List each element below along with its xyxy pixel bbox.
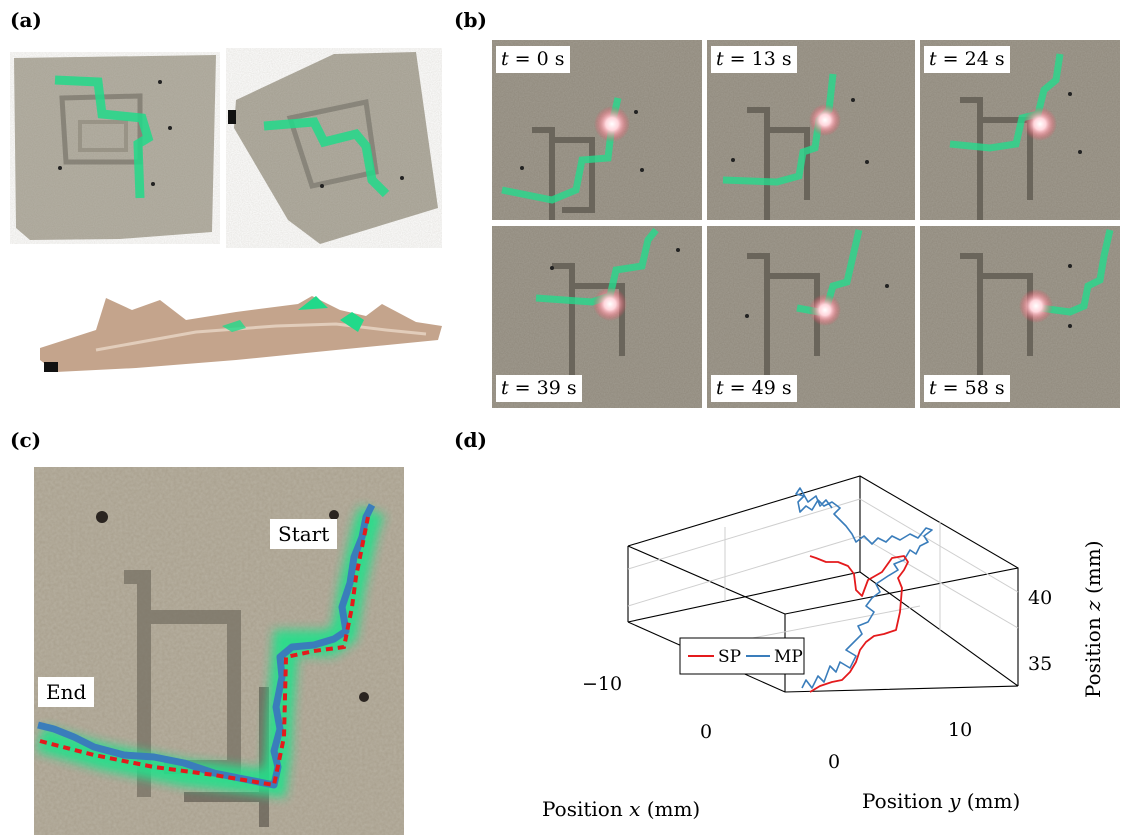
frame-3-time: t = 24 s [924, 46, 1010, 73]
z-tick-35: 35 [1028, 653, 1052, 675]
video-frame-4: t = 39 s [492, 226, 702, 408]
point-cloud-oblique-view [226, 48, 442, 248]
x-axis-label: Position x (mm) [542, 797, 700, 821]
end-label: End [38, 677, 95, 707]
panel-b-label: (b) [454, 8, 487, 32]
start-label: Start [270, 519, 338, 549]
y-tick-0: 0 [828, 751, 840, 773]
panel-d-label: (d) [454, 428, 487, 452]
trajectory-3d-plot: SP MP −10 0 0 10 40 35 Position x (mm) P… [542, 475, 1105, 821]
x-tick-0: 0 [700, 721, 712, 743]
video-frame-5: t = 49 s [707, 226, 915, 408]
z-tick-40: 40 [1028, 587, 1052, 609]
y-tick-10: 10 [948, 719, 972, 741]
z-axis-label: Position z (mm) [1081, 540, 1105, 698]
sp-trajectory-line [809, 555, 909, 693]
legend-sp-label: SP [718, 647, 741, 667]
plot-legend: SP MP [679, 637, 805, 675]
frame-1-time: t = 0 s [496, 46, 570, 73]
x-tick-neg10: −10 [582, 673, 622, 695]
frame-2-time: t = 13 s [711, 46, 797, 73]
y-axis-label: Position y (mm) [862, 789, 1020, 813]
point-cloud-side-view [40, 296, 442, 372]
point-cloud-front-view [10, 52, 220, 244]
trajectory-overlay-image: Start End [34, 467, 404, 835]
frame-6-time: t = 58 s [924, 375, 1010, 402]
frame-5-time: t = 49 s [711, 375, 797, 402]
frame-4-time: t = 39 s [496, 375, 582, 402]
panel-c-label: (c) [10, 428, 42, 452]
video-frame-3: t = 24 s [920, 40, 1120, 220]
video-frame-2: t = 13 s [707, 40, 915, 220]
video-frame-1: t = 0 s [492, 40, 702, 220]
video-frame-6: t = 58 s [920, 226, 1120, 408]
panel-a-label: (a) [10, 8, 42, 32]
legend-mp-label: MP [774, 647, 803, 667]
mp-trajectory-line [795, 487, 933, 689]
